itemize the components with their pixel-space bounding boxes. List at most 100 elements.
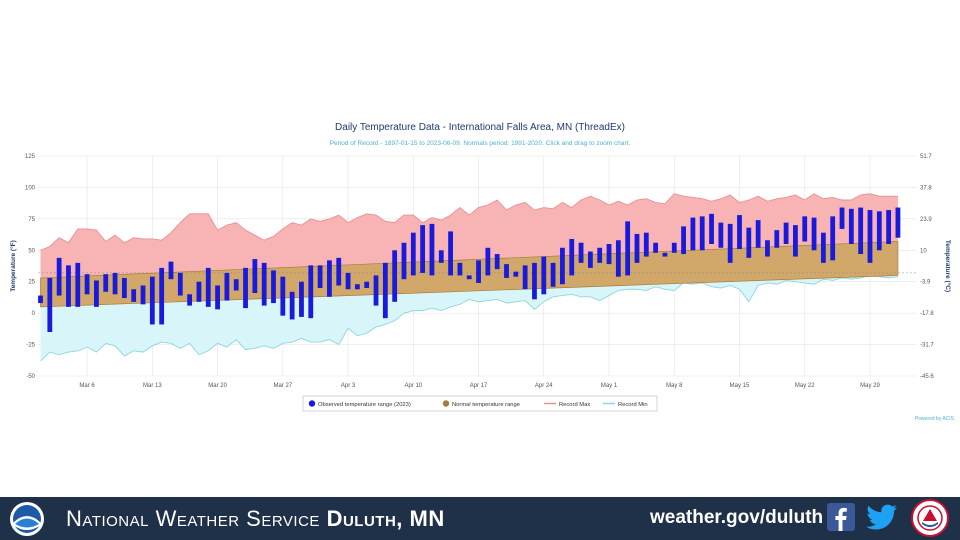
legend-normal-label[interactable]: Normal temperature range — [452, 402, 520, 408]
observed-range-bar[interactable] — [522, 265, 528, 290]
observed-range-bar[interactable] — [765, 240, 770, 257]
observed-range-bar[interactable] — [504, 264, 509, 278]
observed-range-bar[interactable] — [317, 265, 323, 288]
observed-range-bar[interactable] — [793, 225, 798, 257]
observed-range-bar[interactable] — [177, 272, 183, 296]
record-min-line[interactable] — [40, 274, 899, 362]
observed-range-bar[interactable] — [420, 225, 426, 273]
observed-range-bar[interactable] — [261, 262, 267, 306]
observed-range-bar[interactable] — [327, 260, 332, 297]
observed-range-bar[interactable] — [699, 216, 705, 251]
observed-range-bar[interactable] — [746, 227, 752, 258]
observed-range-bar[interactable] — [429, 223, 435, 276]
observed-range-bar[interactable] — [47, 277, 53, 332]
observed-range-bar[interactable] — [597, 247, 603, 263]
observed-range-bar[interactable] — [382, 262, 388, 319]
observed-range-bar[interactable] — [196, 281, 202, 302]
observed-range-bar[interactable] — [476, 260, 481, 283]
observed-range-bar[interactable] — [289, 291, 295, 320]
observed-range-bar[interactable] — [727, 223, 733, 263]
observed-range-bar[interactable] — [690, 217, 696, 251]
observed-range-bar[interactable] — [364, 281, 370, 288]
observed-range-bar[interactable] — [550, 262, 556, 287]
observed-range-bar[interactable] — [448, 231, 453, 276]
observed-range-bar[interactable] — [718, 222, 724, 248]
observed-range-bar[interactable] — [774, 230, 780, 248]
observed-range-bar[interactable] — [336, 257, 342, 286]
observed-range-bar[interactable] — [560, 247, 565, 285]
legend-record-min-label[interactable]: Record Min — [618, 402, 648, 408]
observed-range-bar[interactable] — [131, 289, 137, 302]
observed-range-bar[interactable] — [783, 222, 789, 244]
legend-observed-label[interactable]: Observed temperature range (2023) — [318, 402, 411, 408]
observed-range-bar[interactable] — [755, 220, 761, 248]
observed-range-bar[interactable] — [737, 215, 742, 250]
observed-range-bar[interactable] — [233, 279, 239, 291]
observed-range-bar[interactable] — [345, 272, 351, 290]
observed-range-bar[interactable] — [159, 267, 165, 325]
observed-range-bar[interactable] — [271, 270, 276, 304]
observed-range-bar[interactable] — [94, 280, 99, 307]
temperature-chart[interactable]: Daily Temperature Data - International F… — [0, 0, 960, 497]
observed-range-bar[interactable] — [103, 274, 109, 292]
observed-range-bar[interactable] — [895, 207, 901, 238]
observed-range-bar[interactable] — [252, 259, 258, 294]
observed-range-bar[interactable] — [811, 217, 817, 251]
observed-range-bar[interactable] — [820, 232, 826, 263]
observed-range-bar[interactable] — [112, 272, 118, 295]
twitter-icon[interactable] — [866, 503, 898, 531]
observed-range-bar[interactable] — [205, 267, 211, 307]
legend-record-max-label[interactable]: Record Max — [559, 402, 590, 408]
observed-range-bar[interactable] — [485, 247, 491, 276]
observed-range-bar[interactable] — [578, 242, 584, 263]
observed-range-bar[interactable] — [121, 277, 127, 299]
observed-range-bar[interactable] — [308, 265, 314, 319]
observed-range-bar[interactable] — [858, 207, 864, 255]
website-link[interactable]: weather.gov/duluth — [650, 507, 824, 528]
observed-range-bar[interactable] — [681, 226, 686, 255]
credit-link[interactable]: Powered by ACIS — [915, 416, 955, 422]
observed-range-bar[interactable] — [457, 262, 463, 276]
observed-range-bar[interactable] — [606, 244, 612, 265]
observed-range-bar[interactable] — [354, 284, 360, 290]
observed-range-bar[interactable] — [140, 285, 146, 305]
observed-range-bar[interactable] — [373, 275, 379, 306]
observed-range-bar[interactable] — [38, 295, 43, 304]
observed-range-bar[interactable] — [56, 257, 62, 296]
observed-range-bar[interactable] — [876, 211, 882, 251]
observed-range-bar[interactable] — [494, 254, 500, 270]
observed-range-bar[interactable] — [66, 265, 71, 307]
observed-range-bar[interactable] — [634, 233, 640, 263]
observed-range-bar[interactable] — [224, 272, 230, 301]
observed-range-bar[interactable] — [280, 276, 286, 316]
observed-range-bar[interactable] — [513, 271, 519, 277]
observed-range-bar[interactable] — [215, 285, 220, 310]
observed-range-bar[interactable] — [541, 256, 547, 295]
observed-range-bar[interactable] — [299, 281, 304, 317]
observed-range-bar[interactable] — [401, 242, 407, 280]
record-max-line[interactable] — [40, 193, 898, 251]
observed-range-bar[interactable] — [848, 208, 854, 244]
observed-range-bar[interactable] — [149, 276, 155, 325]
observed-range-bar[interactable] — [410, 232, 416, 276]
observed-range-bar[interactable] — [643, 232, 649, 257]
observed-range-bar[interactable] — [168, 261, 174, 280]
observed-range-bar[interactable] — [569, 238, 575, 276]
observed-range-bar[interactable] — [802, 216, 808, 242]
observed-range-bar[interactable] — [662, 252, 668, 257]
observed-range-bar[interactable] — [671, 242, 677, 253]
observed-range-bar[interactable] — [466, 275, 472, 280]
observed-range-bar[interactable] — [75, 262, 81, 307]
observed-range-bar[interactable] — [615, 240, 621, 277]
observed-range-bar[interactable] — [886, 210, 892, 244]
facebook-icon[interactable] — [827, 503, 855, 531]
observed-range-bar[interactable] — [587, 251, 593, 268]
observed-range-bar[interactable] — [438, 250, 444, 263]
observed-range-bar[interactable] — [392, 250, 398, 302]
observed-range-bar[interactable] — [532, 262, 537, 300]
observed-range-bar[interactable] — [839, 207, 845, 229]
observed-range-bar[interactable] — [243, 267, 248, 309]
observed-range-bar[interactable] — [830, 216, 836, 261]
legend-observed-marker[interactable] — [308, 400, 316, 407]
plot-area[interactable]: 125 51.7 100 37.8 75 23.9 50 10 25 -3.9 0 -17.8 -25 -… — [25, 154, 934, 389]
